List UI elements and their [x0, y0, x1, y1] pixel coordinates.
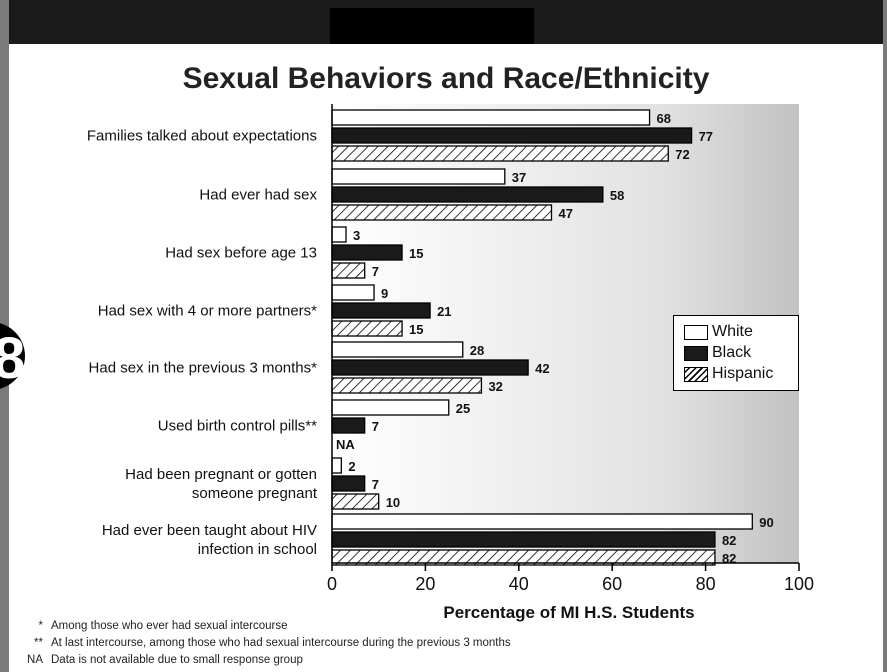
data-label: 3 [353, 228, 360, 243]
legend-item-white: White [684, 322, 753, 342]
data-label: 90 [759, 515, 773, 530]
category-label: Had been pregnant or gotten [125, 466, 317, 483]
data-label: 10 [386, 495, 400, 510]
category-label: Had sex with 4 or more partners* [98, 303, 317, 320]
data-label: 32 [488, 379, 502, 394]
data-label-na: NA [336, 437, 355, 452]
bar-white [331, 168, 506, 185]
legend-label-white: White [712, 323, 753, 340]
bar-white [331, 341, 464, 358]
footnote-text: Among those who ever had sexual intercou… [51, 620, 288, 632]
data-label: 2 [348, 459, 355, 474]
category-label: Had sex in the previous 3 months* [89, 360, 318, 377]
x-tick-label: 20 [415, 574, 435, 594]
bar-white [331, 457, 342, 474]
bar-hispanic [331, 145, 669, 162]
category-label: Had ever been taught about HIV [102, 522, 317, 539]
data-label: 47 [558, 206, 572, 221]
x-tick-label: 80 [696, 574, 716, 594]
bar-white [331, 513, 753, 530]
data-label: 15 [409, 246, 423, 261]
bar-black [331, 359, 529, 376]
bar-black [331, 417, 366, 434]
footnote-text: Data is not available due to small respo… [51, 654, 303, 666]
data-label: 58 [610, 188, 624, 203]
footnote-symbol: ** [34, 637, 43, 649]
data-label: 21 [437, 304, 451, 319]
footnote-3: NA Data is not available due to small res… [13, 654, 303, 666]
data-label: 15 [409, 322, 423, 337]
bar-hispanic [331, 377, 483, 394]
bar-black [331, 127, 693, 144]
chart-title: Sexual Behaviors and Race/Ethnicity [182, 62, 710, 95]
category-label: Used birth control pills** [158, 418, 317, 435]
legend-item-hispanic: Hispanic [684, 364, 773, 384]
bar-white [331, 109, 651, 126]
bar-white [331, 284, 375, 301]
page-number-text: 8 [0, 326, 25, 391]
legend-swatch-black [684, 345, 708, 361]
legend-swatch-white [684, 324, 708, 340]
legend-label-hispanic: Hispanic [712, 365, 774, 382]
x-tick-label: 100 [784, 574, 814, 594]
bar-white [331, 399, 450, 416]
legend-item-black: Black [684, 343, 751, 363]
bar-black [331, 186, 604, 203]
legend: White Black Hispanic [673, 315, 799, 391]
data-label: 7 [372, 477, 379, 492]
category-label: Had ever had sex [199, 187, 317, 204]
x-tick-label: 0 [327, 574, 337, 594]
data-label: 9 [381, 286, 388, 301]
category-label: infection in school [198, 541, 317, 558]
bar-black [331, 302, 431, 319]
footnote-symbol: * [38, 620, 43, 632]
category-label: someone pregnant [192, 485, 318, 502]
bar-black [331, 531, 716, 548]
data-label: 68 [657, 111, 671, 126]
bar-hispanic [331, 493, 380, 510]
bar-hispanic [331, 262, 366, 279]
category-label: Families talked about expectations [87, 128, 317, 145]
bar-hispanic [331, 320, 403, 337]
legend-label-black: Black [712, 344, 752, 361]
footnote-symbol: NA [27, 654, 43, 666]
footnote-text: At last intercourse, among those who had… [51, 637, 511, 649]
header-bar [9, 0, 883, 44]
footnote-2: ** At last intercourse, among those who h… [13, 637, 511, 649]
x-tick-label: 40 [509, 574, 529, 594]
data-label: 42 [535, 361, 549, 376]
footnote-1: * Among those who ever had sexual interco… [13, 620, 288, 632]
category-label: Had sex before age 13 [165, 245, 317, 262]
x-tick-label: 60 [602, 574, 622, 594]
bar-hispanic [331, 204, 553, 221]
data-label: 7 [372, 264, 379, 279]
page-number-mark: 8 [0, 316, 27, 396]
bar-black [331, 475, 366, 492]
x-axis-label: Percentage of MI H.S. Students [443, 603, 694, 622]
data-label: 25 [456, 401, 470, 416]
header-block [330, 8, 534, 44]
data-label: 82 [722, 533, 736, 548]
legend-swatch-hispanic [684, 366, 708, 382]
data-label: 7 [372, 419, 379, 434]
chart-panel: Sexual Behaviors and Race/Ethnicity Fami… [9, 0, 883, 672]
data-label: 72 [675, 147, 689, 162]
data-label: 77 [699, 129, 713, 144]
data-label: 28 [470, 343, 484, 358]
bar-black [331, 244, 403, 261]
data-label: 37 [512, 170, 526, 185]
bar-white [331, 226, 347, 243]
